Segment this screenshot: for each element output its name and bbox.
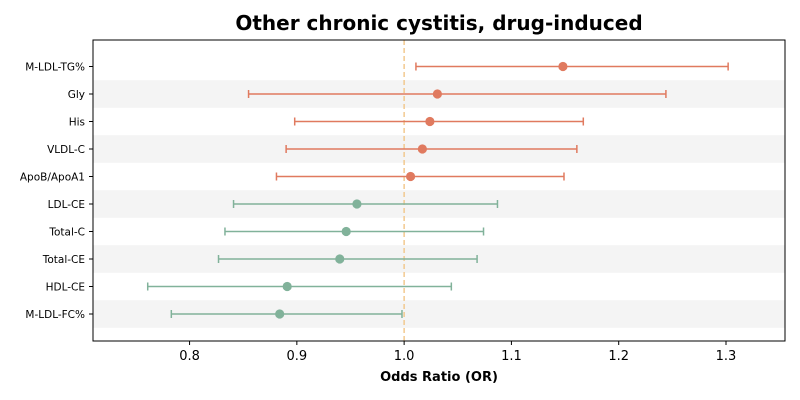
or-point bbox=[558, 61, 568, 72]
or-point bbox=[432, 89, 442, 99]
y-axis: M-LDL-TG% Gly His VLDL-C ApoB/ApoA1 LDL-CE Tot… bbox=[20, 62, 93, 321]
y-tick-label: M-LDL-FC% bbox=[25, 309, 85, 321]
y-tick-label: Gly bbox=[68, 89, 85, 101]
x-tick-label: 1.2 bbox=[608, 349, 629, 364]
y-tick-label: HDL-CE bbox=[46, 282, 85, 294]
or-point bbox=[417, 144, 427, 154]
or-point bbox=[405, 171, 416, 182]
chart-title: Other chronic cystitis, drug-induced bbox=[235, 11, 642, 35]
plot-marks bbox=[146, 61, 729, 319]
y-tick-label: Total-C bbox=[48, 227, 85, 239]
y-tick-label: His bbox=[69, 117, 85, 129]
x-tick-label: 1.0 bbox=[394, 349, 415, 364]
or-point bbox=[275, 309, 285, 319]
or-point bbox=[341, 226, 351, 237]
plot-area-frame bbox=[92, 39, 786, 342]
y-tick-label: VLDL-C bbox=[47, 144, 85, 156]
y-tick-label: ApoB/ApoA1 bbox=[20, 172, 85, 184]
x-tick-label: 0.8 bbox=[179, 349, 200, 364]
or-point bbox=[425, 116, 435, 127]
or-point bbox=[335, 254, 345, 264]
x-tick-label: 1.3 bbox=[716, 349, 737, 364]
x-axis: 0.8 0.9 1.0 1.1 1.2 1.3 bbox=[179, 341, 736, 364]
or-point bbox=[352, 199, 362, 209]
y-tick-label: Total-CE bbox=[42, 254, 85, 266]
y-tick-label: LDL-CE bbox=[48, 199, 85, 211]
or-point bbox=[282, 281, 292, 292]
x-axis-label: Odds Ratio (OR) bbox=[380, 370, 498, 385]
x-tick-label: 0.9 bbox=[287, 349, 308, 364]
x-tick-label: 1.1 bbox=[501, 349, 522, 364]
y-tick-label: M-LDL-TG% bbox=[25, 62, 85, 74]
